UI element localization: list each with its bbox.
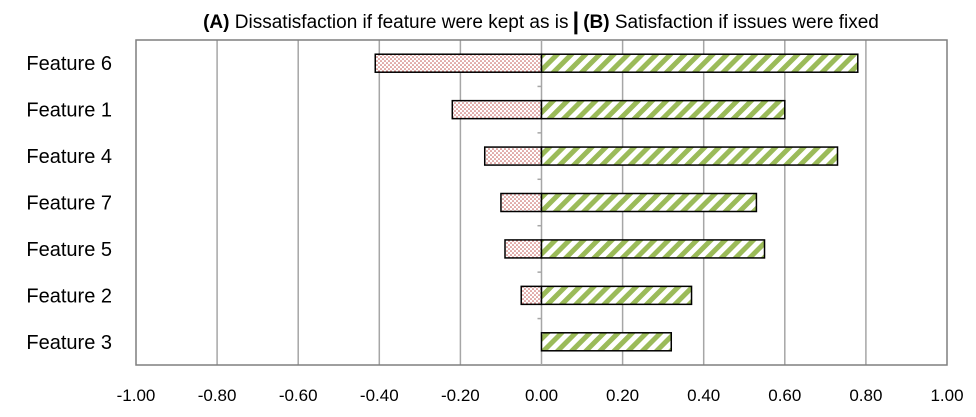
x-tick-label: 1.00 bbox=[930, 386, 963, 405]
chart-title: (A) Dissatisfaction if feature were kept… bbox=[203, 8, 879, 35]
x-tick-label: 0.60 bbox=[768, 386, 801, 405]
bar-satisfaction bbox=[540, 239, 766, 259]
title-right-tag: (B) bbox=[583, 12, 609, 33]
category-label: Feature 4 bbox=[26, 146, 112, 168]
bar-satisfaction bbox=[540, 99, 786, 120]
category-label: Feature 1 bbox=[26, 100, 112, 122]
title-separator: | bbox=[572, 8, 579, 35]
title-left-tag: (A) bbox=[203, 12, 229, 33]
bar-satisfaction bbox=[540, 192, 758, 213]
title-right-text: Satisfaction if issues were fixed bbox=[610, 12, 879, 33]
bar-dissatisfaction bbox=[483, 146, 543, 166]
category-label: Feature 7 bbox=[26, 193, 112, 215]
x-tick-label: 0.80 bbox=[849, 386, 882, 405]
bar-dissatisfaction bbox=[500, 192, 543, 213]
x-tick-label: 0.00 bbox=[525, 386, 558, 405]
x-tick-label: -1.00 bbox=[117, 386, 156, 405]
bar-satisfaction bbox=[540, 53, 859, 73]
category-label: Feature 3 bbox=[26, 332, 112, 354]
x-tick-label: -0.80 bbox=[198, 386, 237, 405]
x-tick-label: 0.40 bbox=[687, 386, 720, 405]
category-label: Feature 5 bbox=[26, 239, 112, 261]
bar-dissatisfaction bbox=[504, 239, 543, 259]
category-label: Feature 6 bbox=[26, 53, 112, 75]
title-left-text: Dissatisfaction if feature were kept as … bbox=[230, 12, 569, 33]
x-tick-label: 0.20 bbox=[606, 386, 639, 405]
bar-dissatisfaction bbox=[520, 285, 543, 306]
bar-dissatisfaction bbox=[374, 53, 543, 73]
bar-satisfaction bbox=[540, 285, 693, 306]
bar-dissatisfaction bbox=[451, 99, 543, 120]
plot-area: Feature 6 Feature 1 Feature 4 Feature 7 Feat… bbox=[26, 39, 964, 405]
bar-satisfaction bbox=[540, 146, 839, 166]
x-tick-label: -0.40 bbox=[360, 386, 399, 405]
bar-satisfaction bbox=[540, 332, 673, 352]
category-label: Feature 2 bbox=[26, 285, 112, 307]
x-tick-label: -0.20 bbox=[441, 386, 480, 405]
x-tick-label: -0.60 bbox=[279, 386, 318, 405]
